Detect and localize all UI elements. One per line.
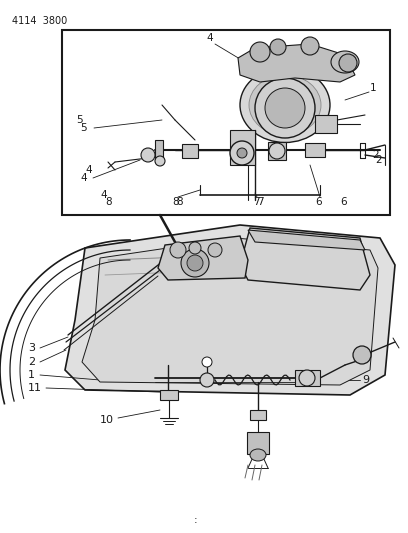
Circle shape [255, 78, 315, 138]
Polygon shape [82, 238, 378, 385]
Text: :: : [194, 515, 197, 524]
Text: 4114  3800: 4114 3800 [12, 16, 67, 26]
Circle shape [269, 143, 285, 159]
Text: 8: 8 [172, 197, 179, 207]
Polygon shape [238, 44, 355, 82]
Polygon shape [248, 230, 365, 250]
Bar [62, 30, 390, 215]
Text: 7: 7 [257, 197, 264, 207]
Ellipse shape [249, 75, 321, 135]
Bar [268, 142, 286, 160]
Text: 6: 6 [315, 197, 322, 207]
Circle shape [141, 148, 155, 162]
Bar [182, 144, 198, 158]
Text: 5: 5 [76, 115, 83, 125]
Circle shape [208, 243, 222, 257]
Circle shape [189, 242, 201, 254]
Text: 7: 7 [253, 197, 259, 207]
Bar [315, 115, 337, 133]
Text: 9: 9 [362, 375, 369, 385]
Text: 1: 1 [28, 370, 35, 380]
Polygon shape [240, 228, 370, 290]
Circle shape [200, 373, 214, 387]
Circle shape [353, 346, 371, 364]
Text: 11: 11 [28, 383, 42, 393]
Bar [160, 390, 178, 400]
Polygon shape [65, 225, 395, 395]
Text: 2: 2 [28, 357, 35, 367]
Text: 4: 4 [80, 173, 86, 183]
Text: 4: 4 [207, 33, 213, 43]
Text: 5: 5 [80, 123, 86, 133]
Polygon shape [158, 236, 248, 280]
Bar [155, 140, 163, 162]
Bar [230, 130, 255, 165]
Text: 2: 2 [372, 150, 379, 160]
Text: 8: 8 [176, 197, 183, 207]
Circle shape [301, 37, 319, 55]
Bar [305, 143, 325, 157]
Circle shape [265, 88, 305, 128]
Circle shape [250, 42, 270, 62]
Text: 4: 4 [100, 190, 106, 200]
Ellipse shape [240, 68, 330, 142]
Ellipse shape [331, 51, 359, 73]
Text: 2: 2 [375, 155, 381, 165]
Circle shape [170, 242, 186, 258]
Bar [250, 410, 266, 420]
Text: 1: 1 [300, 73, 307, 83]
Text: 8: 8 [105, 197, 112, 207]
Circle shape [230, 141, 254, 165]
Text: 10: 10 [100, 415, 114, 425]
Circle shape [181, 249, 209, 277]
Text: 1: 1 [370, 83, 377, 93]
Bar [295, 370, 320, 386]
Circle shape [270, 39, 286, 55]
Circle shape [187, 255, 203, 271]
Text: 4: 4 [85, 165, 92, 175]
Ellipse shape [250, 449, 266, 461]
Circle shape [237, 148, 247, 158]
Text: 3: 3 [28, 343, 35, 353]
Circle shape [155, 156, 165, 166]
Text: 6: 6 [340, 197, 347, 207]
Bar [247, 432, 269, 454]
Circle shape [202, 357, 212, 367]
Circle shape [299, 370, 315, 386]
Circle shape [339, 54, 357, 72]
